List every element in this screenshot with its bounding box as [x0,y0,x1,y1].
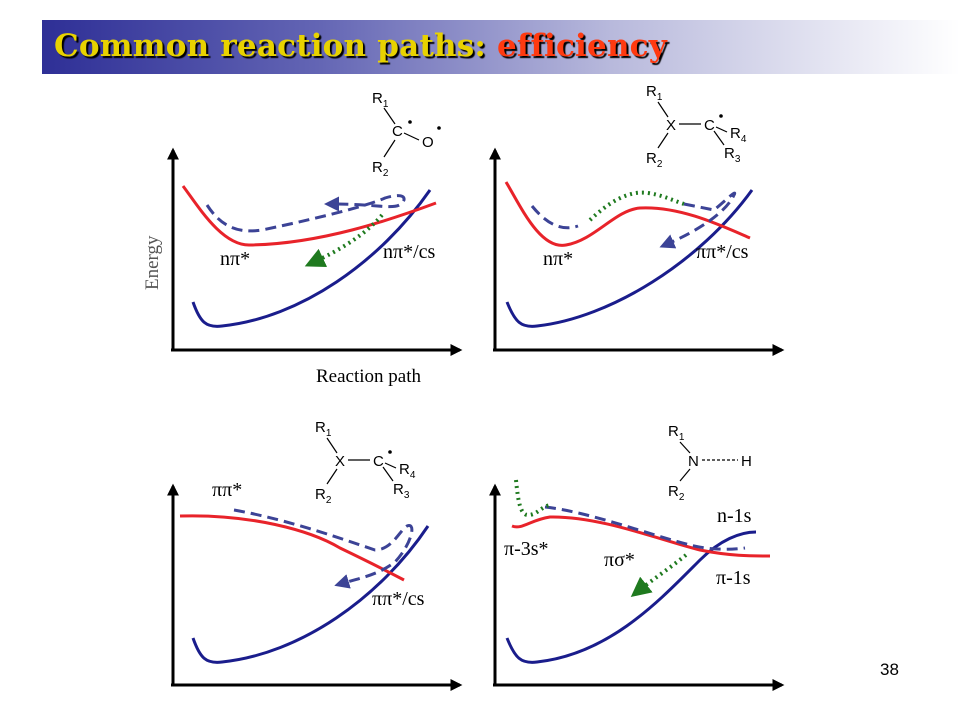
dashed-excited-path [233,508,414,589]
panel-top-left: nπ* nπ*/cs Energy Reaction path [142,147,463,387]
atom-r1: R1 [372,90,389,110]
panel-top-right: nπ* ππ*/cs [489,147,785,356]
state-label-n-1s: n-1s [717,505,752,527]
bond [715,126,728,133]
bond [403,132,420,141]
state-label-pi-3s-star: π-3s* [504,538,549,560]
bond [383,107,396,125]
n-pi-star-curve [181,185,437,247]
state-label-n-pi-star: nπ* [220,248,250,270]
atom-r3: R3 [393,481,410,501]
ground-state-curve [191,189,432,328]
green-dotted-initial [514,479,553,518]
x-axis-label: Reaction path [316,366,421,387]
atom-x: X [335,453,345,470]
bond [657,101,669,118]
atom-r4: R4 [730,125,747,145]
state-label-pi-sigma-star: πσ* [604,549,635,571]
title-bar [42,20,960,74]
y-axis-label: Energy [142,235,163,290]
structure-amine: R1 N H R2 [668,423,752,503]
atom-r1: R1 [315,419,332,439]
radical-dot [388,450,392,454]
state-label-pi-pi-star-cs: ππ*/cs [372,588,425,610]
radical-dot [408,120,412,124]
atom-r3: R3 [724,145,741,165]
pi-sigma-star-curve [511,515,771,558]
ground-state-curve [505,189,754,328]
page-number: 38 [880,660,899,679]
bond [383,139,396,158]
structure-x-c-bottom: R1 X C R4 R3 R2 [315,419,416,506]
green-dotted-decay [304,213,384,268]
atom-r1: R1 [646,83,663,103]
state-label-pi-1s: π-1s [716,567,751,589]
state-label-n-pi-star: nπ* [543,248,573,270]
atom-o: O [422,134,434,151]
state-label-pi-pi-star-cs: ππ*/cs [696,241,749,263]
radical-dot [437,126,441,130]
bond [326,468,338,485]
n-pi-star-curve [504,181,751,247]
bond [326,437,338,454]
bond [384,462,397,469]
structure-x-c-top: R1 X C R4 R3 R2 [646,83,747,170]
slide-title: Common reaction paths: efficiency [54,28,667,64]
atom-c: C [392,123,403,140]
atom-r2: R2 [372,159,389,179]
dashed-excited-path [544,505,746,551]
state-label-pi-pi-star: ππ* [212,479,242,501]
panel-bottom-right: π-3s* πσ* n-1s π-1s [489,479,785,691]
bond [679,441,691,454]
atom-h: H [741,453,752,470]
title-main: Common reaction paths: [54,28,497,64]
ground-state-curve [505,530,757,664]
dashed-excited-path [530,205,579,230]
atom-r4: R4 [399,461,416,481]
dashed-excited-path [205,194,406,233]
structure-carbonyl: R1 C O R2 [372,90,441,179]
radical-dot [719,114,723,118]
atom-x: X [666,117,676,134]
bond [713,130,725,146]
green-dotted-decay [630,553,688,597]
atom-r2: R2 [668,483,685,503]
atom-c: C [373,453,384,470]
bond [657,132,669,149]
atom-r2: R2 [646,150,663,170]
atom-c: C [704,117,715,134]
atom-n: N [688,453,699,470]
dashed-crossing-path [659,191,737,249]
atom-r1: R1 [668,423,685,443]
panel-bottom-left: ππ* ππ*/cs [167,479,463,691]
title-accent: efficiency [497,28,667,64]
atom-r2: R2 [315,486,332,506]
state-label-n-pi-star-cs: nπ*/cs [383,241,436,263]
bond [679,468,691,482]
green-dotted-barrier [588,190,685,222]
bond [382,466,394,482]
